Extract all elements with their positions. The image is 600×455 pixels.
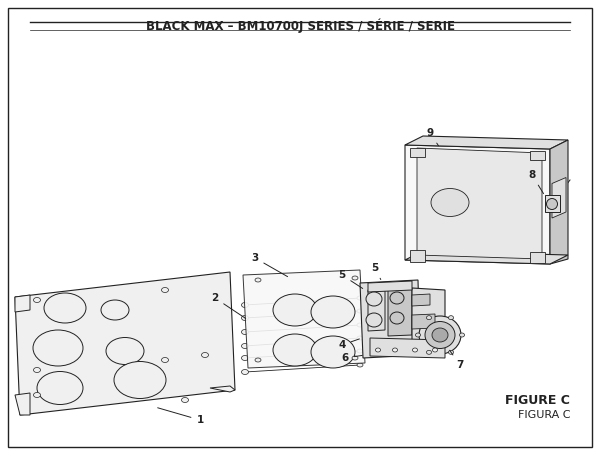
Text: 4: 4 [338, 339, 359, 350]
Ellipse shape [44, 293, 86, 323]
Ellipse shape [366, 313, 382, 327]
Ellipse shape [432, 328, 448, 342]
Ellipse shape [311, 296, 355, 328]
Text: 8: 8 [529, 170, 544, 194]
Ellipse shape [357, 323, 363, 327]
Text: 3: 3 [251, 253, 287, 277]
Polygon shape [405, 136, 568, 149]
Polygon shape [412, 314, 435, 329]
Ellipse shape [390, 292, 404, 304]
Ellipse shape [357, 296, 363, 300]
Ellipse shape [392, 348, 398, 352]
Polygon shape [15, 272, 235, 415]
Ellipse shape [433, 348, 437, 352]
Ellipse shape [425, 322, 455, 349]
Ellipse shape [460, 333, 464, 337]
Text: 1: 1 [158, 408, 203, 425]
Polygon shape [370, 338, 445, 358]
Ellipse shape [34, 393, 41, 398]
Ellipse shape [255, 358, 261, 362]
Text: BLACK MAX – BM10700J SERIES / SÉRIE / SERIE: BLACK MAX – BM10700J SERIES / SÉRIE / SE… [146, 19, 455, 33]
Ellipse shape [352, 276, 358, 280]
Polygon shape [412, 294, 430, 306]
Ellipse shape [357, 349, 363, 353]
Ellipse shape [311, 336, 355, 368]
Ellipse shape [357, 336, 363, 340]
Ellipse shape [101, 300, 129, 320]
Ellipse shape [37, 371, 83, 404]
Ellipse shape [34, 298, 41, 303]
Polygon shape [210, 386, 235, 392]
Ellipse shape [390, 312, 404, 324]
Ellipse shape [376, 348, 380, 352]
Text: 6: 6 [341, 353, 362, 363]
Text: 7: 7 [449, 350, 464, 370]
Ellipse shape [449, 316, 454, 320]
Ellipse shape [34, 368, 41, 373]
Ellipse shape [255, 278, 261, 282]
Ellipse shape [357, 363, 363, 367]
Polygon shape [15, 295, 30, 312]
Ellipse shape [419, 316, 461, 354]
Ellipse shape [106, 338, 144, 364]
Ellipse shape [273, 334, 317, 366]
Ellipse shape [427, 350, 431, 354]
Polygon shape [360, 280, 420, 358]
Polygon shape [15, 393, 30, 415]
Text: FIGURA C: FIGURA C [517, 410, 570, 420]
Polygon shape [530, 252, 545, 263]
Ellipse shape [241, 355, 248, 360]
Text: FIGURE C: FIGURE C [505, 394, 570, 406]
Polygon shape [405, 145, 550, 264]
Ellipse shape [241, 369, 248, 374]
Text: 2: 2 [211, 293, 245, 318]
Ellipse shape [415, 333, 421, 337]
Ellipse shape [241, 344, 248, 349]
Ellipse shape [357, 309, 363, 313]
Polygon shape [530, 151, 545, 160]
Ellipse shape [431, 188, 469, 217]
Ellipse shape [161, 288, 169, 293]
Polygon shape [410, 250, 425, 262]
Ellipse shape [182, 398, 188, 403]
Polygon shape [368, 289, 385, 331]
Text: 5: 5 [371, 263, 381, 279]
Polygon shape [388, 288, 412, 336]
Polygon shape [545, 195, 560, 212]
Ellipse shape [202, 353, 209, 358]
Ellipse shape [449, 350, 454, 354]
Ellipse shape [352, 356, 358, 360]
Ellipse shape [241, 315, 248, 320]
Ellipse shape [273, 294, 317, 326]
Polygon shape [243, 270, 365, 368]
Ellipse shape [366, 292, 382, 306]
Ellipse shape [114, 362, 166, 399]
Polygon shape [410, 148, 425, 157]
Ellipse shape [427, 316, 431, 320]
Ellipse shape [241, 329, 248, 334]
Polygon shape [417, 148, 542, 259]
Ellipse shape [161, 358, 169, 363]
Ellipse shape [547, 198, 557, 209]
Polygon shape [405, 251, 568, 264]
Polygon shape [368, 281, 412, 292]
Ellipse shape [413, 348, 418, 352]
Polygon shape [550, 140, 568, 264]
Text: 9: 9 [427, 128, 439, 146]
Ellipse shape [33, 330, 83, 366]
Polygon shape [412, 288, 445, 345]
Polygon shape [552, 177, 566, 218]
Ellipse shape [241, 303, 248, 308]
Text: 5: 5 [338, 270, 362, 288]
